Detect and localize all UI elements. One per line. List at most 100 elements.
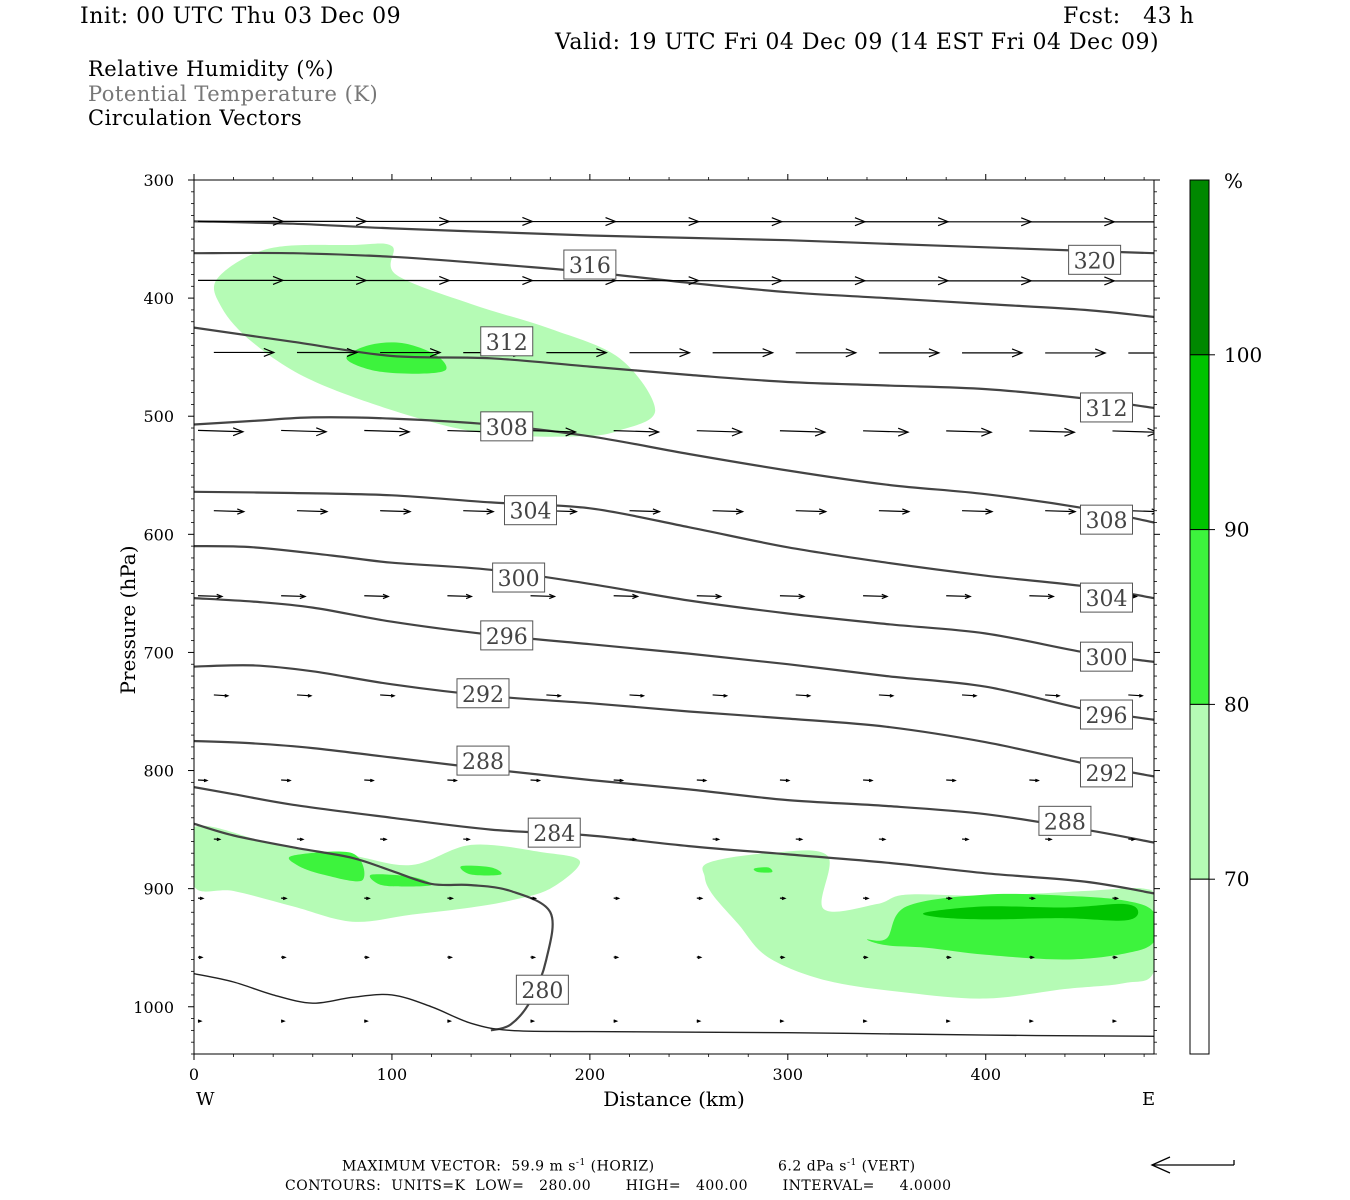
vector-arrow	[696, 955, 703, 960]
vector-arrow	[962, 508, 994, 515]
vector-arrow	[197, 593, 224, 600]
vector-arrow	[863, 427, 910, 437]
svg-text:312: 312	[486, 331, 528, 356]
theta-contour-316	[194, 251, 1154, 319]
vector-arrow	[1112, 955, 1119, 960]
vector-arrow	[1045, 694, 1061, 698]
vector-arrow	[530, 593, 557, 600]
rh-region-80-90	[460, 865, 502, 876]
vector-arrow	[1112, 280, 1154, 282]
vector-arrow	[696, 217, 784, 227]
vector-arrow	[296, 694, 313, 698]
vector-arrow	[1112, 221, 1154, 223]
vector-arrow	[962, 694, 978, 698]
svg-text:280: 280	[521, 979, 563, 1004]
vector-arrow	[380, 347, 442, 358]
vector-arrow	[863, 778, 874, 783]
vector-arrow	[1128, 352, 1154, 354]
vector-arrow	[530, 427, 578, 437]
vector-arrow	[1045, 508, 1077, 515]
colorbar-swatch	[1189, 529, 1210, 705]
contour-label-308: 308	[480, 411, 534, 442]
vector-arrow	[795, 348, 858, 358]
vector-arrow	[530, 778, 542, 783]
colorbar-swatch	[1189, 354, 1210, 531]
contour-label-296: 296	[480, 620, 534, 651]
vector-arrow	[1029, 593, 1055, 600]
theta-contour-296	[194, 597, 1154, 721]
vector-arrow	[613, 217, 701, 227]
vector-arrow	[1029, 896, 1036, 901]
y-axis-label: Pressure (hPa)	[116, 546, 140, 695]
vector-arrow	[878, 837, 887, 842]
vector-arrow	[281, 778, 292, 783]
vector-arrow	[1045, 837, 1053, 842]
contour-label-312: 312	[1079, 392, 1133, 423]
rh-region-90-100	[923, 903, 1139, 921]
contour-labels: 320 316 312 312 308 308 304 304 300 300 296 296 292 2…	[456, 244, 1133, 1005]
init-time: Init: 00 UTC Thu 03 Dec 09	[80, 4, 402, 29]
vector-arrow	[946, 896, 953, 901]
vector-arrow	[447, 778, 459, 783]
vector-arrow	[197, 1019, 203, 1023]
reference-vector-arrow	[1150, 1156, 1235, 1174]
contour-label-304: 304	[503, 495, 557, 526]
y-tick-label: 500	[143, 407, 174, 426]
vector-arrow	[613, 778, 625, 783]
vector-arrow	[613, 593, 640, 600]
svg-text:296: 296	[486, 625, 528, 650]
svg-text:284: 284	[533, 822, 575, 847]
vector-arrow	[712, 348, 775, 358]
axes: 300 400 500 600 700 800 900 1000 0 100 200 300 400	[133, 171, 1160, 1084]
vector-arrow	[1029, 427, 1076, 437]
theta-contour-292	[194, 664, 1154, 778]
superscript: -1	[846, 1158, 857, 1168]
vector-arrow	[946, 778, 957, 783]
contour-label-284: 284	[527, 817, 581, 848]
vector-arrow	[862, 1019, 868, 1023]
vector-arrow	[296, 508, 329, 515]
vector-arrow	[878, 694, 895, 698]
x-tick-label: 400	[970, 1065, 1001, 1084]
vector-arrow	[863, 276, 950, 286]
vector-arrow	[863, 217, 950, 227]
svg-text:304: 304	[509, 500, 551, 525]
vector-arrow	[629, 348, 692, 358]
vector-arrow	[1029, 955, 1035, 960]
vector-arrow	[296, 347, 359, 358]
vector-arrow	[613, 427, 661, 437]
vector-arrow	[863, 593, 889, 600]
vector-arrow	[779, 427, 827, 437]
vector-arrow	[1112, 427, 1154, 437]
vector-arrow	[546, 348, 608, 358]
vector-arrow	[1045, 348, 1107, 358]
contour-label-280: 280	[515, 974, 569, 1005]
vector-arrow	[779, 778, 791, 783]
svg-text:304: 304	[1085, 587, 1127, 612]
svg-text:292: 292	[1085, 762, 1127, 787]
vector-arrow	[281, 955, 287, 960]
colorbar-label: 90	[1224, 518, 1249, 542]
y-tick-label: 700	[143, 643, 174, 662]
vector-arrow	[779, 276, 867, 286]
vector-arrow	[946, 276, 1033, 286]
vector-arrow	[213, 837, 222, 842]
vector-arrow	[447, 216, 535, 227]
field-label-vectors: Circulation Vectors	[88, 106, 303, 130]
x-tick-label: 200	[575, 1065, 606, 1084]
vector-arrow	[296, 837, 305, 842]
potential-temperature-contours	[194, 220, 1154, 1037]
vector-arrow	[863, 955, 869, 960]
vector-arrow	[878, 348, 941, 358]
vector-arrow	[530, 955, 537, 960]
vector-arrow	[696, 276, 784, 286]
vector-arrow	[712, 694, 729, 698]
x-axis-west-label: W	[196, 1089, 215, 1110]
svg-text:308: 308	[1085, 509, 1127, 534]
theta-contour-312	[194, 326, 1154, 409]
svg-text:292: 292	[462, 683, 504, 708]
colorbar-label: 80	[1224, 692, 1249, 716]
contours-summary: CONTOURS: UNITS=K LOW= 280.00 HIGH= 400.…	[285, 1178, 952, 1194]
rh-region-80-90	[288, 851, 365, 882]
